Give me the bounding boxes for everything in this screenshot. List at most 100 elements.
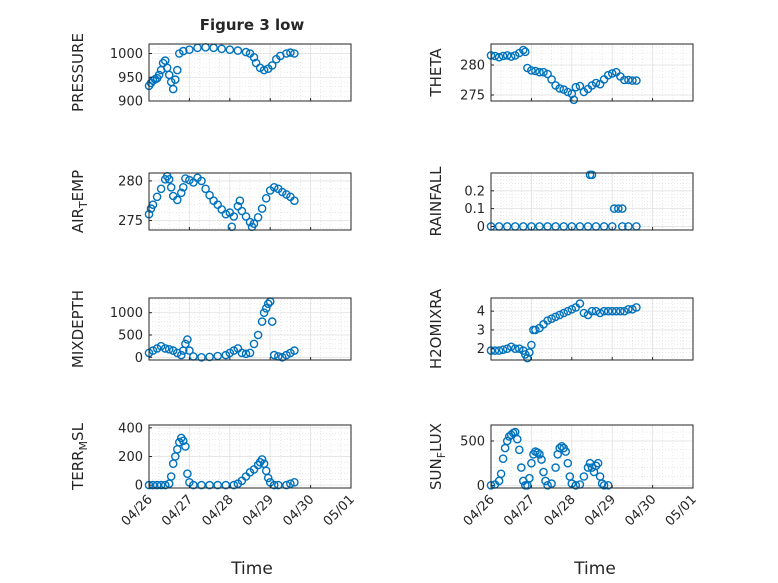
data-point [229, 212, 239, 221]
axes-box [490, 172, 694, 231]
x-tick-label: 04/26 [119, 492, 156, 529]
data-point [571, 82, 581, 92]
y-tick-label: 0.1 [464, 202, 485, 217]
y-tick-label: 400 [118, 421, 143, 436]
x-tick-label: 04/27 [501, 492, 538, 529]
data-point [579, 308, 589, 318]
data-point [521, 47, 530, 57]
data-point [551, 463, 560, 472]
y-tick-label: 3 [477, 323, 485, 338]
data-point [164, 344, 174, 354]
data-point [269, 182, 279, 192]
data-point [152, 192, 162, 202]
data-point [531, 66, 540, 76]
data-point [176, 188, 186, 198]
data-point [269, 350, 279, 360]
data-point [593, 458, 603, 468]
x-tick-label: 04/29 [240, 492, 277, 529]
data-point [563, 458, 573, 468]
data-point [620, 75, 629, 85]
data-point [290, 477, 299, 487]
data-point [257, 455, 267, 464]
subplot-sun_flux: 0 500 SUNFLUX 04/26 04/27 04/28 04/29 04/30 05/0… [427, 423, 700, 529]
data-point [290, 346, 299, 355]
data-point [575, 299, 585, 308]
data-point [502, 344, 512, 354]
data-point [506, 52, 516, 61]
data-point [539, 467, 548, 477]
data-point [241, 349, 251, 359]
x-tick-label: 04/30 [622, 492, 659, 529]
data-point [286, 48, 295, 57]
data-point [632, 303, 641, 312]
data-point [277, 352, 287, 362]
data-point [607, 306, 617, 316]
data-point [494, 346, 504, 355]
data-point [611, 306, 621, 316]
data-point [185, 45, 194, 55]
data-point [152, 480, 162, 490]
data-point [178, 46, 188, 56]
x-tick-label: 04/30 [280, 492, 317, 529]
data-point [259, 65, 269, 75]
x-tick-label: 05/01 [663, 492, 700, 529]
data-point [614, 204, 623, 213]
x-tick-label: 04/28 [542, 492, 579, 529]
data-point [160, 480, 170, 490]
data-point [603, 70, 613, 80]
data-point [543, 480, 552, 490]
axes-box [490, 297, 694, 361]
data-point [172, 65, 182, 75]
data-point [502, 436, 512, 446]
data-point [599, 480, 609, 490]
data-point [513, 434, 522, 444]
data-point [555, 310, 565, 320]
data-point [267, 61, 277, 70]
x-axis-label-left: Time [230, 559, 273, 579]
y-axis-label: TERRMSL [69, 422, 90, 491]
data-point [181, 442, 190, 451]
data-point [510, 344, 520, 354]
data-point [201, 184, 210, 194]
data-point [156, 480, 166, 490]
data-point [174, 437, 184, 447]
data-point [595, 308, 605, 318]
data-point [241, 212, 251, 221]
data-point [245, 217, 255, 227]
subplot-mixdepth: 0 500 1000 MIXDEPTH [69, 290, 352, 368]
data-point [624, 75, 633, 85]
y-tick-label: 0.2 [464, 184, 485, 199]
data-point [597, 479, 607, 488]
data-point [197, 176, 206, 186]
y-axis-label: H2OMIXRA [427, 288, 445, 369]
data-point [166, 182, 176, 192]
data-point [525, 348, 534, 357]
data-point [205, 480, 214, 490]
x-tick-label: 04/28 [200, 492, 237, 529]
subplot-theta: 275 280 THETA [427, 43, 694, 105]
data-point [154, 70, 164, 80]
data-point [543, 69, 552, 79]
y-axis-label: SUNFLUX [427, 423, 448, 490]
data-point [583, 463, 593, 472]
data-point [229, 346, 239, 355]
data-point [249, 53, 259, 62]
y-tick-label: 950 [118, 71, 143, 86]
y-tick-label: 500 [460, 434, 485, 449]
y-tick-label: 4 [477, 305, 485, 320]
y-axis-label: RAINFALL [427, 166, 445, 237]
data-point [587, 306, 597, 316]
data-point [575, 81, 585, 91]
data-point [181, 339, 190, 349]
data-point [257, 204, 267, 213]
data-point [176, 350, 186, 360]
y-tick-label: 275 [460, 89, 485, 104]
data-point [225, 45, 235, 55]
data-point [197, 480, 206, 490]
data-point [527, 340, 536, 350]
data-point [261, 193, 271, 203]
data-point [249, 339, 259, 349]
data-point [263, 473, 273, 483]
